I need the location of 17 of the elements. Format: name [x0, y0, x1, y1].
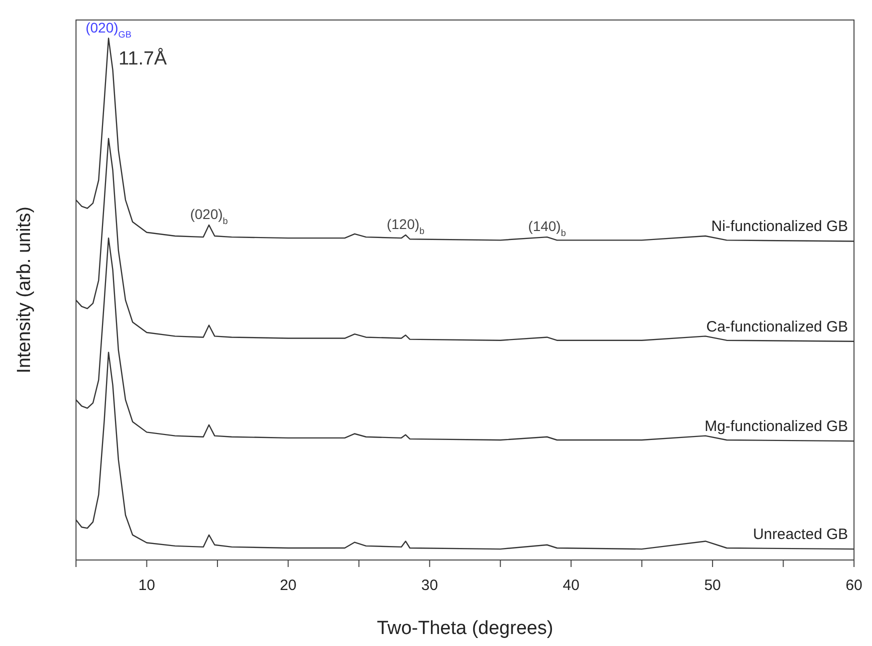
x-tick-label: 10	[138, 577, 156, 594]
annotation: (020)$_{b}$	[190, 206, 228, 226]
x-tick-label: 60	[846, 577, 862, 594]
annotation: (120)$_{b}$	[386, 216, 424, 236]
x-tick-label: 20	[280, 577, 297, 594]
x-tick-label: 30	[421, 577, 438, 594]
series-label: Ni-functionalized GB	[711, 218, 848, 236]
annotation: (140)$_{b}$	[528, 218, 566, 238]
series-label: Mg-functionalized GB	[704, 418, 848, 436]
annotation: (020)$_{GB}$	[86, 19, 132, 40]
x-axis-title: Two-Theta (degrees)	[376, 618, 554, 639]
series-label: Ca-functionalized GB	[706, 318, 848, 336]
x-tick-label: 40	[562, 577, 580, 594]
x-tick-label: 50	[704, 577, 721, 594]
annotation: 11.7Å	[118, 47, 168, 70]
series-label: Unreacted GB	[752, 526, 848, 544]
y-axis-title: Intensity (arb. units)	[14, 206, 35, 374]
